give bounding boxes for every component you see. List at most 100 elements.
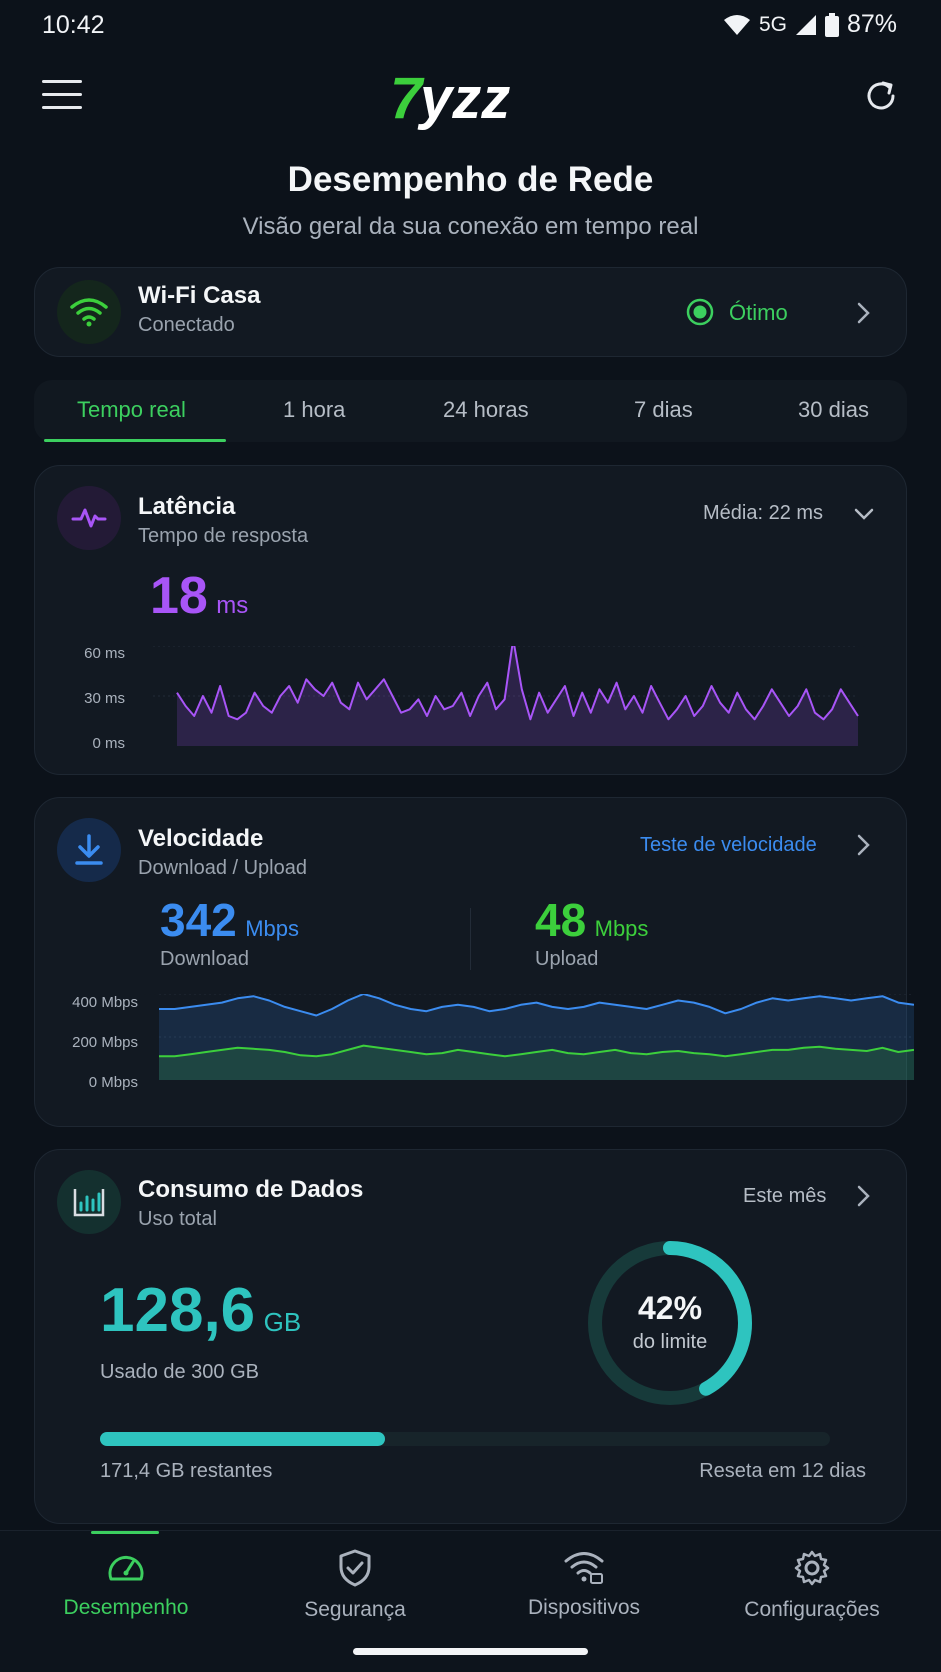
speed-test-link[interactable]: Teste de velocidade xyxy=(640,834,817,856)
app-logo: 7 yzz xyxy=(390,66,510,130)
chevron-right-icon[interactable] xyxy=(856,833,872,857)
refresh-icon[interactable] xyxy=(861,76,901,116)
upload-series-line xyxy=(159,1044,914,1058)
latency-series-line xyxy=(176,646,859,721)
download-stat: 342 Mbps xyxy=(160,893,299,947)
menu-icon[interactable] xyxy=(42,80,82,112)
latency-title: Latência xyxy=(138,493,236,520)
latency-y-tick: 30 ms xyxy=(84,690,125,707)
chevron-right-icon[interactable] xyxy=(856,1184,872,1208)
speed-chart xyxy=(159,994,914,1080)
shield-icon xyxy=(339,1549,371,1587)
upload-stat: 48 Mbps xyxy=(535,893,648,947)
usage-progress-fill xyxy=(100,1432,386,1446)
download-label: Download xyxy=(160,948,249,970)
latency-y-tick: 0 ms xyxy=(92,735,125,752)
download-series-line xyxy=(159,994,914,1017)
bar-chart-icon xyxy=(73,1189,105,1217)
tab-7-dias[interactable]: 7 dias xyxy=(634,397,693,422)
speed-subtitle: Download / Upload xyxy=(138,857,307,879)
nav-dispositivos[interactable]: Dispositivos xyxy=(484,1549,684,1620)
connection-name: Wi-Fi Casa xyxy=(138,282,261,309)
connection-status: Conectado xyxy=(138,314,235,336)
download-series-area xyxy=(159,994,914,1080)
quality-indicator-icon xyxy=(686,298,714,326)
speed-y-tick: 0 Mbps xyxy=(88,1074,138,1091)
tab-30-dias[interactable]: 30 dias xyxy=(798,397,869,422)
chevron-down-icon[interactable] xyxy=(853,506,875,522)
nav-desempenho[interactable]: Desempenho xyxy=(26,1549,226,1620)
latency-average[interactable]: Média: 22 ms xyxy=(703,502,824,524)
data-value: 128,6 xyxy=(100,1276,256,1345)
latency-value: 18 xyxy=(150,567,208,625)
usage-percent-sub: do limite xyxy=(632,1331,708,1353)
status-bar: 10:42 5G 87% xyxy=(0,0,941,52)
svg-text:yzz: yzz xyxy=(417,66,510,130)
upload-value: 48 xyxy=(535,894,587,946)
battery-percent: 87% xyxy=(846,10,897,38)
usage-progress-track xyxy=(100,1432,830,1446)
speed-y-tick: 200 Mbps xyxy=(72,1034,138,1051)
data-title: Consumo de Dados xyxy=(138,1176,364,1203)
cell-signal-icon xyxy=(795,14,816,35)
nav-label: Desempenho xyxy=(63,1596,189,1619)
wifi-signal-icon xyxy=(723,14,750,35)
data-unit: GB xyxy=(263,1307,302,1337)
usage-percent: 42% xyxy=(637,1290,703,1326)
connection-card[interactable]: Wi-Fi Casa Conectado Ótimo xyxy=(34,267,907,357)
tab-active-indicator xyxy=(44,439,226,442)
nav-seguranca[interactable]: Segurança xyxy=(255,1549,455,1622)
data-reset: Reseta em 12 dias xyxy=(699,1460,866,1482)
data-icon-wrap xyxy=(57,1170,121,1234)
chevron-right-icon[interactable] xyxy=(856,301,872,325)
time-range-tabs: Tempo real 1 hora 24 horas 7 dias 30 dia… xyxy=(34,380,907,442)
data-usage-card: Consumo de Dados Uso total Este mês 128,… xyxy=(34,1149,907,1524)
data-period[interactable]: Este mês xyxy=(743,1185,827,1207)
latency-series xyxy=(176,646,859,746)
tab-tempo-real[interactable]: Tempo real xyxy=(77,397,186,422)
tab-24-horas[interactable]: 24 horas xyxy=(443,397,529,422)
latency-unit: ms xyxy=(216,592,249,619)
download-icon-wrap xyxy=(57,818,121,882)
tab-1-hora[interactable]: 1 hora xyxy=(283,397,346,422)
data-used-of: Usado de 300 GB xyxy=(100,1361,259,1383)
nav-configuracoes[interactable]: Configurações xyxy=(712,1549,912,1622)
wifi-icon xyxy=(70,298,108,327)
network-type: 5G xyxy=(758,12,787,36)
latency-card: Latência Tempo de resposta Média: 22 ms … xyxy=(34,465,907,775)
gauge-icon xyxy=(108,1556,144,1581)
wifi-icon-wrap xyxy=(57,280,121,344)
status-time: 10:42 xyxy=(42,11,105,39)
battery-icon xyxy=(824,12,839,37)
wifi-lock-icon xyxy=(564,1552,604,1584)
usage-ring-chart xyxy=(588,1241,752,1405)
page-title: Desempenho de Rede xyxy=(287,160,654,199)
latency-y-tick: 60 ms xyxy=(84,645,125,662)
nav-label: Segurança xyxy=(304,1598,406,1621)
latency-value-wrap: 18 ms xyxy=(150,566,248,626)
data-remaining: 171,4 GB restantes xyxy=(100,1460,273,1482)
home-indicator xyxy=(353,1648,588,1655)
page-subtitle: Visão geral da sua conexão em tempo real xyxy=(242,213,699,240)
connection-quality: Ótimo xyxy=(729,300,788,325)
speed-title: Velocidade xyxy=(138,825,264,852)
pulse-icon xyxy=(71,508,107,528)
nav-active-indicator xyxy=(91,1531,159,1534)
svg-text:7: 7 xyxy=(390,66,425,130)
latency-subtitle: Tempo de resposta xyxy=(138,525,309,547)
data-value-wrap: 128,6 GB xyxy=(100,1275,301,1346)
download-unit: Mbps xyxy=(245,916,299,941)
upload-unit: Mbps xyxy=(594,916,649,941)
app-bar: 7 yzz xyxy=(0,62,941,134)
status-icons: 5G 87% xyxy=(723,10,897,39)
speed-divider xyxy=(470,908,471,970)
upload-series-area xyxy=(159,1045,914,1080)
upload-label: Upload xyxy=(535,948,599,970)
latency-icon-wrap xyxy=(57,486,121,550)
data-subtitle: Uso total xyxy=(138,1208,217,1230)
nav-label: Configurações xyxy=(744,1598,880,1621)
speed-card: Velocidade Download / Upload Teste de ve… xyxy=(34,797,914,1127)
usage-ring-progress xyxy=(588,1241,752,1405)
download-value: 342 xyxy=(160,894,237,946)
download-icon xyxy=(75,834,103,865)
